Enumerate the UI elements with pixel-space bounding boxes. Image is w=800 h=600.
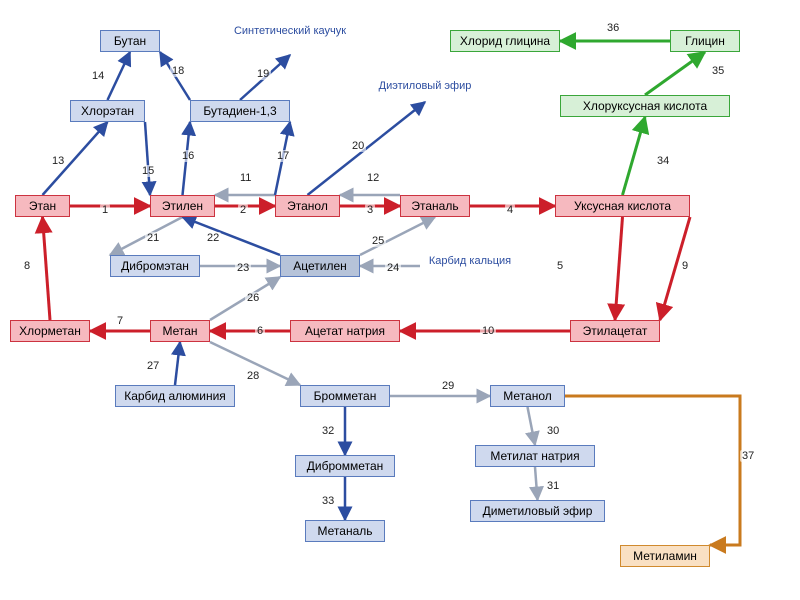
node-etanal: Этаналь bbox=[400, 195, 470, 217]
node-metanal: Метаналь bbox=[305, 520, 385, 542]
edge-label-17: 17 bbox=[275, 150, 291, 162]
edge-label-10: 10 bbox=[480, 325, 496, 337]
node-chloroetan: Хлорэтан bbox=[70, 100, 145, 122]
edge-35 bbox=[645, 52, 705, 95]
node-dibrommetan: Дибромметан bbox=[295, 455, 395, 477]
node-brommetan: Бромметан bbox=[300, 385, 390, 407]
node-etilen: Этилен bbox=[150, 195, 215, 217]
edge-label-27: 27 bbox=[145, 360, 161, 372]
node-acetylen: Ацетилен bbox=[280, 255, 360, 277]
node-etilacetat: Этилацетат bbox=[570, 320, 660, 342]
node-etan: Этан bbox=[15, 195, 70, 217]
edge-label-8: 8 bbox=[22, 260, 32, 272]
node-dimethylether: Диметиловый эфир bbox=[470, 500, 605, 522]
edge-label-11: 11 bbox=[238, 172, 253, 184]
node-metilamin: Метиламин bbox=[620, 545, 710, 567]
edge-14 bbox=[108, 52, 131, 100]
edge-label-12: 12 bbox=[365, 172, 381, 184]
edge-label-15: 15 bbox=[140, 165, 156, 177]
edge-label-14: 14 bbox=[90, 70, 106, 82]
node-chlorouks: Хлоруксусная кислота bbox=[560, 95, 730, 117]
edge-label-36: 36 bbox=[605, 22, 621, 34]
edge-label-26: 26 bbox=[245, 292, 261, 304]
node-butan: Бутан bbox=[100, 30, 160, 52]
node-chlorometan: Хлорметан bbox=[10, 320, 90, 342]
edge-label-7: 7 bbox=[115, 315, 125, 327]
edge-label-29: 29 bbox=[440, 380, 456, 392]
node-metanol: Метанол bbox=[490, 385, 565, 407]
edge-5 bbox=[615, 217, 623, 320]
edge-27 bbox=[175, 342, 180, 385]
node-karbid_al: Карбид алюминия bbox=[115, 385, 235, 407]
edge-label-28: 28 bbox=[245, 370, 261, 382]
edge-label-21: 21 bbox=[145, 232, 161, 244]
edge-label-9: 9 bbox=[680, 260, 690, 272]
edge-label-20: 20 bbox=[350, 140, 366, 152]
node-butadien: Бутадиен-1,3 bbox=[190, 100, 290, 122]
node-acetat_na: Ацетат натрия bbox=[290, 320, 400, 342]
node-synkauchuk: Синтетический каучук bbox=[230, 25, 350, 37]
edge-label-18: 18 bbox=[170, 65, 186, 77]
edge-label-1: 1 bbox=[100, 204, 110, 216]
node-dibromoetane: Дибромэтан bbox=[110, 255, 200, 277]
edge-label-33: 33 bbox=[320, 495, 336, 507]
node-glycin: Глицин bbox=[670, 30, 740, 52]
edge-label-37: 37 bbox=[740, 450, 756, 462]
edge-label-25: 25 bbox=[370, 235, 386, 247]
edge-label-22: 22 bbox=[205, 232, 221, 244]
edge-label-2: 2 bbox=[238, 204, 248, 216]
node-chlorid_glycin: Хлорид глицина bbox=[450, 30, 560, 52]
edge-label-4: 4 bbox=[505, 204, 515, 216]
node-diethylether: Диэтиловый эфир bbox=[365, 80, 485, 92]
node-etanol: Этанол bbox=[275, 195, 340, 217]
node-metan: Метан bbox=[150, 320, 210, 342]
edge-label-3: 3 bbox=[365, 204, 375, 216]
edge-label-6: 6 bbox=[255, 325, 265, 337]
edge-label-19: 19 bbox=[255, 68, 271, 80]
edge-label-31: 31 bbox=[545, 480, 561, 492]
edge-label-16: 16 bbox=[180, 150, 196, 162]
edge-label-5: 5 bbox=[555, 260, 565, 272]
edge-30 bbox=[528, 407, 536, 445]
edge-label-34: 34 bbox=[655, 155, 671, 167]
edge-15 bbox=[145, 122, 150, 195]
edge-label-35: 35 bbox=[710, 65, 726, 77]
edge-label-24: 24 bbox=[385, 262, 401, 274]
node-uksusnaya: Уксусная кислота bbox=[555, 195, 690, 217]
edge-label-30: 30 bbox=[545, 425, 561, 437]
edge-34 bbox=[623, 117, 646, 195]
edge-label-13: 13 bbox=[50, 155, 66, 167]
node-metilat_na: Метилат натрия bbox=[475, 445, 595, 467]
node-karbid_ca: Карбид кальция bbox=[420, 255, 520, 267]
edge-22 bbox=[183, 217, 281, 255]
edge-8 bbox=[43, 217, 51, 320]
edge-label-32: 32 bbox=[320, 425, 336, 437]
edge-37 bbox=[565, 396, 740, 545]
edge-label-23: 23 bbox=[235, 262, 251, 274]
edge-31 bbox=[535, 467, 538, 500]
